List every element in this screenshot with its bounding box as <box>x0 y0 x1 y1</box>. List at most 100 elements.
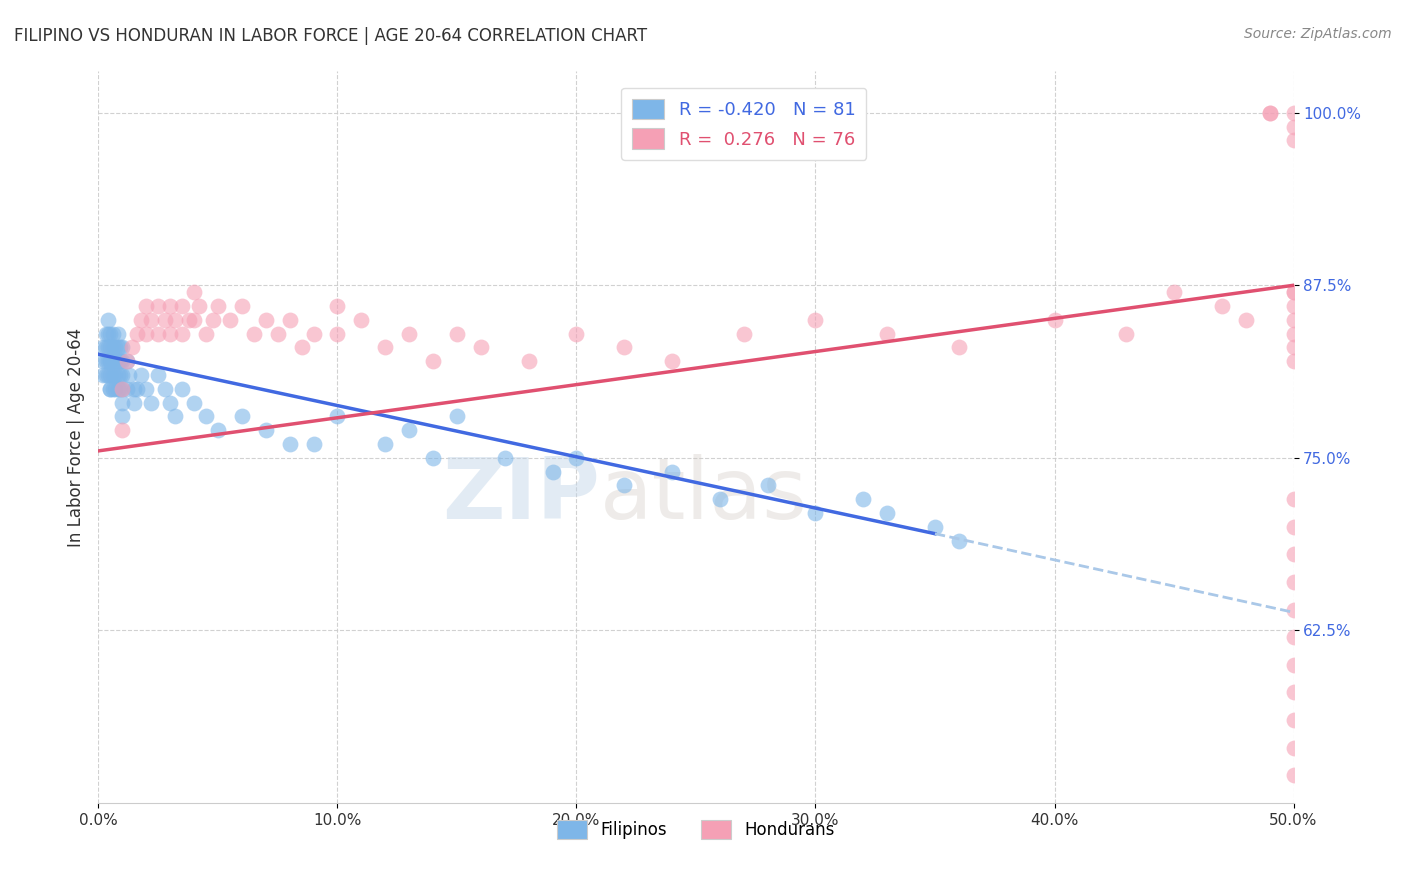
Point <box>302 437 325 451</box>
Point <box>207 423 229 437</box>
Point <box>374 437 396 451</box>
Point <box>111 382 134 396</box>
Point <box>195 326 218 341</box>
Point <box>98 326 122 341</box>
Text: ZIP: ZIP <box>443 454 600 537</box>
Point <box>852 492 875 507</box>
Point <box>101 340 124 354</box>
Point <box>1282 133 1305 147</box>
Point <box>876 506 898 520</box>
Text: atlas: atlas <box>600 454 808 537</box>
Point <box>101 354 124 368</box>
Point <box>97 312 120 326</box>
Point <box>139 312 162 326</box>
Point <box>104 382 127 396</box>
Point <box>94 354 117 368</box>
Point <box>98 382 122 396</box>
Point <box>148 368 170 382</box>
Point <box>111 423 134 437</box>
Point <box>1282 657 1305 672</box>
Point <box>98 368 122 382</box>
Point <box>111 354 134 368</box>
Point <box>159 395 181 409</box>
Point <box>1282 312 1305 326</box>
Point <box>183 395 205 409</box>
Point <box>104 354 127 368</box>
Point <box>172 299 194 313</box>
Point <box>398 326 420 341</box>
Point <box>97 326 120 341</box>
Point <box>159 326 181 341</box>
Point <box>1282 630 1305 644</box>
Point <box>111 368 134 382</box>
Point <box>219 312 242 326</box>
Point <box>422 450 444 465</box>
Point <box>1211 299 1233 313</box>
Point <box>876 326 898 341</box>
Point <box>183 312 205 326</box>
Point <box>1282 492 1305 507</box>
Point <box>207 299 229 313</box>
Point <box>94 368 117 382</box>
Point <box>254 312 277 326</box>
Point <box>131 312 153 326</box>
Point <box>107 326 129 341</box>
Point <box>107 354 129 368</box>
Point <box>804 312 827 326</box>
Point <box>101 368 124 382</box>
Point <box>422 354 444 368</box>
Point <box>1043 312 1066 326</box>
Point <box>446 409 468 424</box>
Text: Source: ZipAtlas.com: Source: ZipAtlas.com <box>1244 27 1392 41</box>
Point <box>278 437 301 451</box>
Point <box>1282 285 1305 300</box>
Y-axis label: In Labor Force | Age 20-64: In Labor Force | Age 20-64 <box>66 327 84 547</box>
Point <box>1282 768 1305 782</box>
Point <box>101 382 124 396</box>
Point <box>135 299 157 313</box>
Point <box>661 465 683 479</box>
Point <box>104 340 127 354</box>
Point <box>183 285 205 300</box>
Point <box>267 326 290 341</box>
Point <box>1282 105 1305 120</box>
Point <box>1282 340 1305 354</box>
Point <box>172 382 194 396</box>
Point <box>302 326 325 341</box>
Point <box>1234 312 1257 326</box>
Point <box>374 340 396 354</box>
Point <box>1258 105 1281 120</box>
Point <box>446 326 468 341</box>
Point <box>1282 354 1305 368</box>
Point <box>733 326 755 341</box>
Point <box>135 326 157 341</box>
Point <box>948 533 970 548</box>
Point <box>135 382 157 396</box>
Point <box>115 354 138 368</box>
Point <box>350 312 373 326</box>
Point <box>98 340 122 354</box>
Point <box>948 340 970 354</box>
Point <box>125 382 148 396</box>
Point <box>1115 326 1137 341</box>
Point <box>97 340 120 354</box>
Point <box>231 409 253 424</box>
Point <box>98 382 122 396</box>
Point <box>326 299 349 313</box>
Point <box>131 368 153 382</box>
Point <box>804 506 827 520</box>
Point <box>124 395 146 409</box>
Point <box>924 520 946 534</box>
Point <box>125 326 148 341</box>
Point <box>1282 574 1305 589</box>
Point <box>709 492 731 507</box>
Point <box>111 409 134 424</box>
Point <box>108 340 131 354</box>
Point <box>1282 520 1305 534</box>
Point <box>326 326 349 341</box>
Point <box>278 312 301 326</box>
Point <box>124 382 146 396</box>
Point <box>91 368 114 382</box>
Point <box>139 395 162 409</box>
Point <box>1258 105 1281 120</box>
